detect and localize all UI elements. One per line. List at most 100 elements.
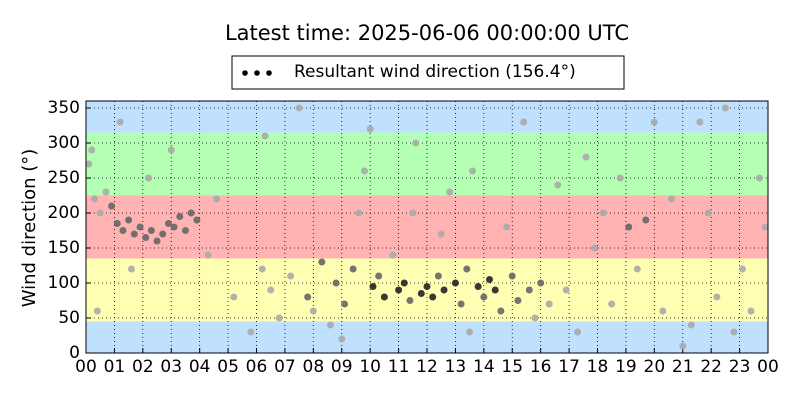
x-tick-label: 12 <box>416 357 438 377</box>
data-point <box>349 265 357 273</box>
legend-label: Resultant wind direction (156.4°) <box>294 62 576 82</box>
x-tick-label: 14 <box>473 357 495 377</box>
y-tick-label: 50 <box>58 308 80 328</box>
data-point <box>400 279 408 287</box>
y-tick-label: 0 <box>69 343 80 363</box>
data-point <box>463 265 471 273</box>
data-point <box>258 265 266 273</box>
data-point <box>204 251 212 259</box>
x-tick-label: 18 <box>587 357 609 377</box>
data-point <box>696 118 704 126</box>
data-point <box>730 328 738 336</box>
data-point <box>375 272 383 280</box>
data-point <box>423 283 431 290</box>
data-point <box>96 209 104 217</box>
data-point <box>457 300 465 308</box>
data-point <box>341 300 349 308</box>
data-point <box>395 286 403 294</box>
x-tick-label: 07 <box>274 357 296 377</box>
data-point <box>136 223 144 231</box>
x-tick-label: 04 <box>189 357 211 377</box>
x-tick-label: 23 <box>729 357 751 377</box>
y-tick-label: 250 <box>48 168 80 188</box>
data-point <box>642 216 650 224</box>
data-point <box>332 279 340 287</box>
x-tick-label: 16 <box>530 357 552 377</box>
data-point <box>679 342 687 350</box>
x-tick-label: 15 <box>501 357 523 377</box>
legend-box <box>231 55 625 90</box>
data-point <box>181 227 189 234</box>
data-point <box>164 220 172 227</box>
data-point <box>267 286 275 294</box>
data-point <box>437 230 445 238</box>
x-tick-label: 06 <box>246 357 268 377</box>
data-point <box>625 223 633 231</box>
data-point <box>380 293 388 301</box>
data-point <box>537 279 545 287</box>
data-point <box>170 223 178 231</box>
data-point <box>446 188 454 196</box>
x-tick-label: 00 <box>757 357 779 377</box>
data-point <box>633 265 641 273</box>
data-point <box>119 227 127 234</box>
x-tick-label: 11 <box>388 357 410 377</box>
data-point <box>261 132 269 140</box>
data-point <box>93 307 101 315</box>
x-tick-label: 17 <box>558 357 580 377</box>
data-point <box>304 293 312 301</box>
legend-marker <box>254 70 260 76</box>
x-tick-label: 02 <box>132 357 154 377</box>
x-tick-label: 09 <box>331 357 353 377</box>
data-point <box>309 307 317 315</box>
y-tick-label: 100 <box>48 273 80 293</box>
data-point <box>761 223 769 231</box>
data-point <box>429 293 437 301</box>
data-point <box>326 321 334 329</box>
data-point <box>440 286 448 294</box>
data-point <box>704 209 712 217</box>
data-point <box>366 125 374 133</box>
data-point <box>531 314 539 322</box>
data-point <box>514 297 522 304</box>
data-point <box>213 195 221 203</box>
data-point <box>187 209 195 217</box>
data-point <box>451 279 459 287</box>
data-point <box>520 118 528 126</box>
data-point <box>554 181 562 189</box>
data-point <box>503 223 511 231</box>
data-point <box>88 146 96 154</box>
y-tick-label: 300 <box>48 133 80 153</box>
data-point <box>474 283 482 290</box>
data-point <box>417 290 425 297</box>
y-tick-label: 350 <box>48 98 80 118</box>
data-point <box>127 265 135 273</box>
data-point <box>153 237 161 245</box>
x-tick-label: 21 <box>672 357 694 377</box>
y-axis-label: Wind direction (°) <box>19 149 40 308</box>
data-point <box>147 227 155 234</box>
data-point <box>508 272 516 280</box>
data-point <box>406 297 414 304</box>
data-point <box>193 216 201 224</box>
data-point <box>525 286 533 294</box>
data-point <box>91 195 99 203</box>
data-point <box>466 328 474 336</box>
data-point <box>667 195 675 203</box>
data-point <box>318 258 326 266</box>
data-point <box>562 286 570 294</box>
data-point <box>389 251 397 259</box>
data-point <box>130 230 138 238</box>
data-point <box>616 174 624 182</box>
legend-marker <box>266 70 272 76</box>
data-point <box>497 307 505 315</box>
data-point <box>176 213 184 220</box>
plot-frame <box>85 100 769 354</box>
y-tick-label: 200 <box>48 203 80 223</box>
data-point <box>650 118 658 126</box>
data-point <box>591 244 599 252</box>
data-point <box>434 272 442 280</box>
data-point <box>113 220 121 227</box>
data-point <box>287 272 295 280</box>
band <box>86 101 768 133</box>
